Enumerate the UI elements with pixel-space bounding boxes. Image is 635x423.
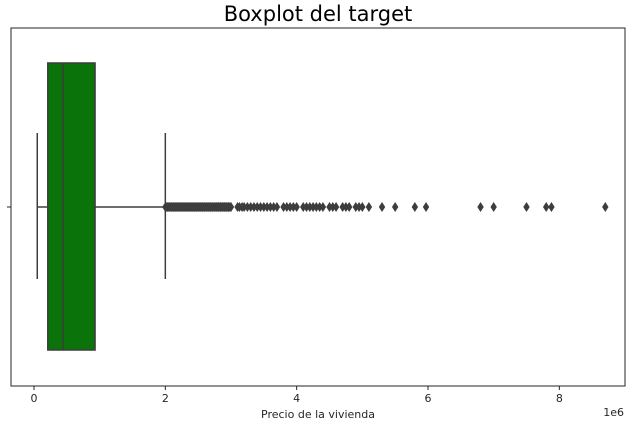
outlier-point (345, 202, 353, 212)
outlier-point (306, 202, 313, 212)
outlier-point (283, 202, 291, 212)
outlier-point (342, 202, 350, 212)
outlier-point (254, 202, 261, 212)
outlier-point (365, 202, 373, 212)
outlier-point (378, 202, 386, 212)
outlier-point (260, 202, 268, 212)
x-tick-label: 2 (162, 392, 169, 405)
outlier-point (411, 202, 419, 212)
outlier-point (326, 202, 333, 212)
outlier-point (542, 202, 550, 212)
outlier-point (477, 202, 484, 212)
outlier-point (257, 202, 264, 212)
outlier-point (240, 202, 248, 212)
x-axis-label: Precio de la vivienda (261, 408, 375, 421)
outlier-point (332, 202, 340, 212)
outlier-point (490, 202, 497, 212)
outlier-point (359, 202, 366, 212)
outlier-point (247, 202, 254, 212)
chart-title: Boxplot del target (224, 2, 413, 26)
outlier-point (244, 202, 251, 212)
outlier-point (270, 202, 277, 212)
outlier-point (422, 202, 430, 212)
outlier-point (300, 202, 307, 212)
outlier-point (286, 202, 294, 212)
outlier-point (250, 202, 258, 212)
outlier-point (391, 202, 399, 212)
outlier-point (548, 202, 555, 212)
outlier-point (290, 202, 297, 212)
outlier-point (303, 202, 310, 212)
outlier-point (309, 202, 317, 212)
outlier-point (329, 202, 336, 212)
outlier-point (602, 202, 609, 212)
x-tick-label: 0 (30, 392, 37, 405)
outlier-point (267, 202, 274, 212)
outlier-point (280, 202, 287, 212)
outlier-point (352, 202, 359, 212)
outlier-point (523, 202, 530, 212)
x-axis-multiplier: 1e6 (603, 406, 624, 419)
x-tick-label: 4 (293, 392, 300, 405)
outlier-point (355, 202, 363, 212)
x-tick-label: 8 (556, 392, 563, 405)
iqr-box (47, 62, 96, 351)
outlier-point (319, 202, 327, 212)
outlier-point (273, 202, 281, 212)
outlier-point (313, 202, 320, 212)
x-tick-label: 6 (424, 392, 431, 405)
outlier-point (263, 202, 271, 212)
outlier-point (339, 202, 346, 212)
outlier-point (293, 202, 300, 212)
outlier-point (316, 202, 323, 212)
outlier-point (227, 202, 235, 212)
